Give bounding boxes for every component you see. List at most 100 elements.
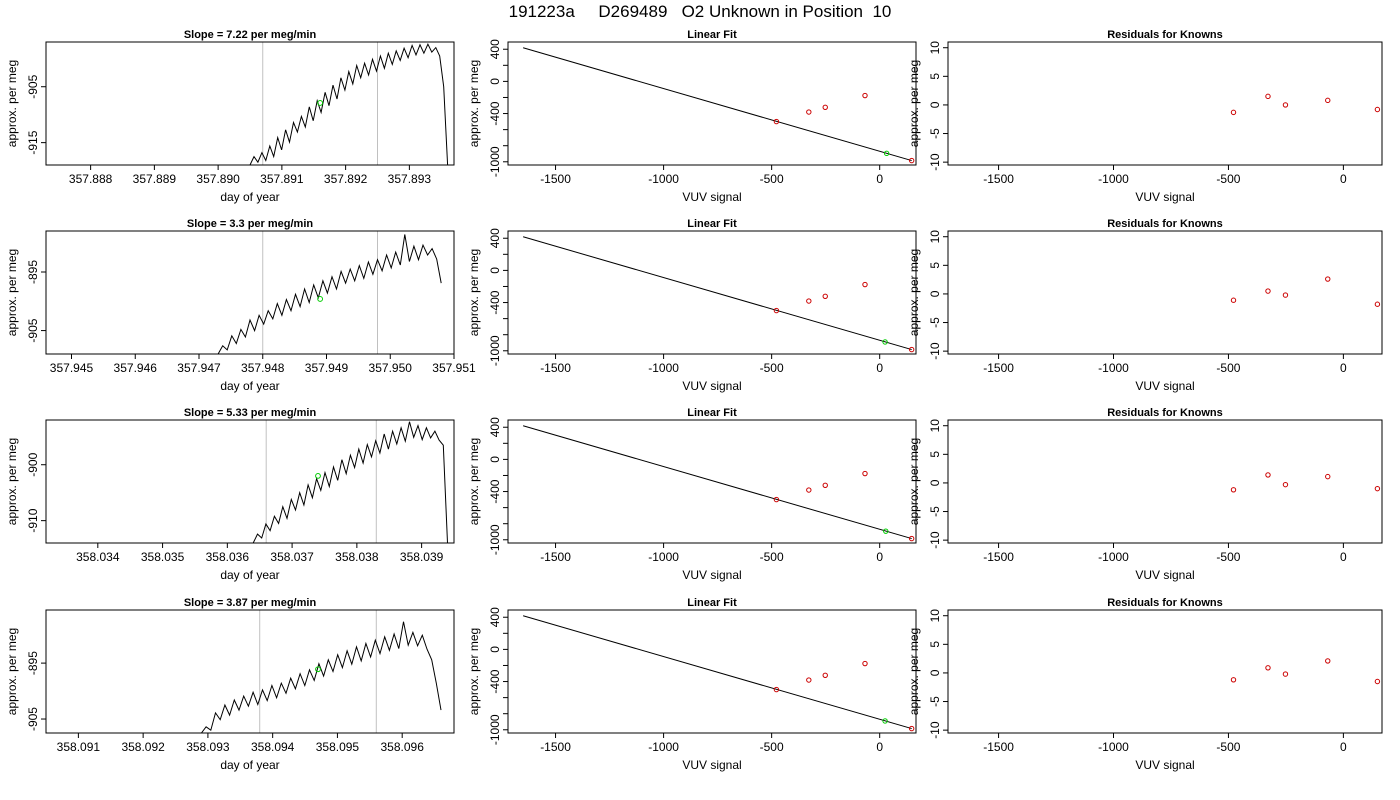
data-trace <box>249 43 449 165</box>
panel-title: Residuals for Knowns <box>1107 29 1223 41</box>
unknown-point <box>883 150 890 157</box>
y-tick-label: 400 <box>488 228 502 248</box>
panel-title: Slope = 3.87 per meg/min <box>184 597 317 609</box>
y-tick-label: -400 <box>488 101 502 125</box>
known-point <box>908 535 915 542</box>
x-tick-label: 357.950 <box>369 361 413 375</box>
y-axis-label: approx. per meg <box>5 438 19 525</box>
known-point <box>773 118 780 125</box>
panel-4: Slope = 3.3 per meg/min day of year approx… <box>5 218 476 393</box>
plot-frame <box>507 419 917 544</box>
data-trace <box>217 234 442 354</box>
x-tick-label: 358.095 <box>316 740 360 754</box>
known-point <box>862 660 868 667</box>
x-tick-label: -1500 <box>983 550 1014 564</box>
plot-area <box>522 236 915 353</box>
x-axis-label: VUV signal <box>682 758 741 772</box>
y-tick-label: -900 <box>26 452 40 476</box>
x-tick-label: -1000 <box>1098 740 1129 754</box>
panel-12: Residuals for Knowns VUV signal approx. pe… <box>907 597 1383 772</box>
panel-title: Linear Fit <box>687 407 737 419</box>
residual-point <box>1325 473 1331 480</box>
known-point <box>822 293 828 299</box>
y-axis-label: approx. per meg <box>467 60 481 147</box>
residual-point <box>1265 472 1271 478</box>
panel-title: Residuals for Knowns <box>1107 407 1223 419</box>
y-tick-label: 10 <box>928 41 942 55</box>
known-point <box>773 496 780 503</box>
plot-area <box>1230 276 1381 307</box>
y-axis-label: approx. per meg <box>467 438 481 525</box>
x-tick-label: -1500 <box>540 740 571 754</box>
x-axis-label: day of year <box>220 190 279 204</box>
y-tick-label: 400 <box>488 39 502 59</box>
x-tick-label: -1500 <box>540 550 571 564</box>
x-tick-label: 358.035 <box>141 550 185 564</box>
x-tick-label: 357.945 <box>50 361 94 375</box>
residual-point <box>1282 292 1289 298</box>
x-axis-label: VUV signal <box>1135 568 1194 582</box>
plot-frame <box>507 41 917 166</box>
plot-area <box>522 615 915 732</box>
y-tick-label: 0 <box>928 101 942 108</box>
known-point <box>908 346 915 353</box>
y-axis-label: approx. per meg <box>907 249 921 336</box>
y-tick-label: -5 <box>928 696 942 707</box>
plot-area <box>252 420 448 543</box>
x-tick-label: -500 <box>760 172 784 186</box>
plot-frame <box>45 419 455 544</box>
x-axis-label: day of year <box>220 379 279 393</box>
y-tick-label: 10 <box>928 230 942 244</box>
known-point <box>773 307 780 314</box>
y-tick-label: -905 <box>26 318 40 342</box>
unknown-point <box>883 528 889 534</box>
plot-frame <box>947 41 1383 166</box>
known-point <box>822 104 828 110</box>
known-point <box>806 298 812 304</box>
panel-title: Residuals for Knowns <box>1107 597 1223 609</box>
residual-point <box>1230 487 1237 493</box>
y-tick-label: -895 <box>26 651 40 675</box>
panel-9: Residuals for Knowns VUV signal approx. pe… <box>907 407 1383 582</box>
plot-frame <box>947 230 1383 355</box>
y-axis-label: approx. per meg <box>5 249 19 336</box>
panel-title: Slope = 5.33 per meg/min <box>184 407 317 419</box>
residual-point <box>1374 485 1381 492</box>
x-tick-label: -1000 <box>1098 361 1129 375</box>
known-point <box>908 157 915 164</box>
x-tick-label: 0 <box>876 740 883 754</box>
plot-frame <box>947 419 1383 544</box>
x-tick-label: -500 <box>760 740 784 754</box>
y-axis-label: approx. per meg <box>467 628 481 715</box>
x-tick-label: 357.948 <box>241 361 285 375</box>
panel-10: Slope = 3.87 per meg/min day of year appro… <box>5 597 455 772</box>
residual-point <box>1374 106 1381 113</box>
y-tick-label: 5 <box>928 641 942 648</box>
y-tick-label: -400 <box>488 290 502 314</box>
panel-1: Slope = 7.22 per meg/min day of year appro… <box>5 29 455 204</box>
residual-point <box>1374 678 1381 685</box>
y-tick-label: 0 <box>488 78 502 85</box>
x-tick-label: 0 <box>876 550 883 564</box>
x-tick-label: -500 <box>1216 550 1240 564</box>
x-tick-label: 358.092 <box>121 740 165 754</box>
fit-line <box>522 236 912 351</box>
residual-point <box>1230 297 1237 303</box>
plot-area <box>201 610 442 733</box>
y-tick-label: 5 <box>928 262 942 269</box>
y-axis-label: approx. per meg <box>467 249 481 336</box>
unknown-average-point <box>317 100 324 106</box>
plot-area <box>522 425 915 542</box>
plot-area <box>1230 472 1381 493</box>
y-tick-label: -10 <box>928 153 942 171</box>
x-tick-label: -500 <box>760 361 784 375</box>
y-tick-label: -910 <box>26 508 40 532</box>
known-point <box>862 281 868 288</box>
x-tick-label: 358.037 <box>270 550 314 564</box>
x-tick-label: 357.889 <box>133 172 177 186</box>
y-tick-label: -895 <box>26 260 40 284</box>
plot-area <box>1230 658 1381 685</box>
x-tick-label: 357.951 <box>432 361 476 375</box>
fit-line <box>522 47 912 162</box>
